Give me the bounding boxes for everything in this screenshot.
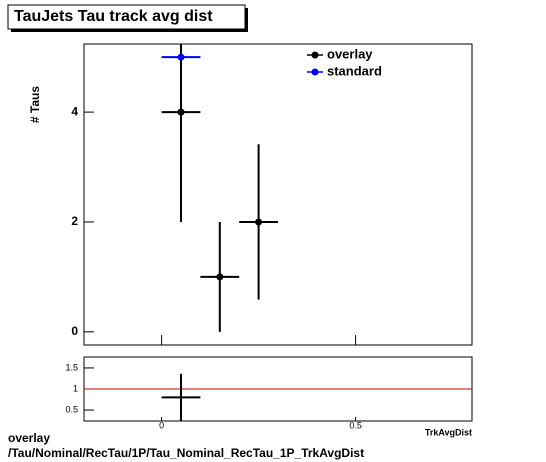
data-point xyxy=(177,53,185,61)
y-tick-label: 1.5 xyxy=(65,362,78,372)
y-tick-label: 0 xyxy=(71,324,78,338)
data-point xyxy=(216,273,224,281)
y-tick-label: 1 xyxy=(73,383,78,393)
x-tick-label: 0 xyxy=(159,420,164,430)
x-tick-label: 0.5 xyxy=(349,420,362,430)
title-box xyxy=(7,4,246,30)
y-tick-label: 0.5 xyxy=(65,404,78,414)
data-point xyxy=(177,108,185,116)
y-tick-label: 4 xyxy=(71,104,78,118)
legend-marker xyxy=(311,68,319,76)
legend-marker xyxy=(311,51,319,59)
x-axis-label: TrkAvgDist xyxy=(425,427,472,437)
legend-label: overlay xyxy=(327,46,373,61)
footer-line: /Tau/Nominal/RecTau/1P/Tau_Nominal_RecTa… xyxy=(8,446,364,460)
plot-area xyxy=(161,44,278,332)
plot-area xyxy=(84,373,472,421)
data-point xyxy=(255,218,263,226)
main-frame xyxy=(83,43,473,346)
chart-title: TauJets Tau track avg dist xyxy=(14,8,213,25)
legend-label: standard xyxy=(327,63,382,78)
footer-line: overlay xyxy=(8,431,50,445)
y-tick-label: 2 xyxy=(71,214,78,228)
y-axis-label: # Taus xyxy=(28,86,42,123)
